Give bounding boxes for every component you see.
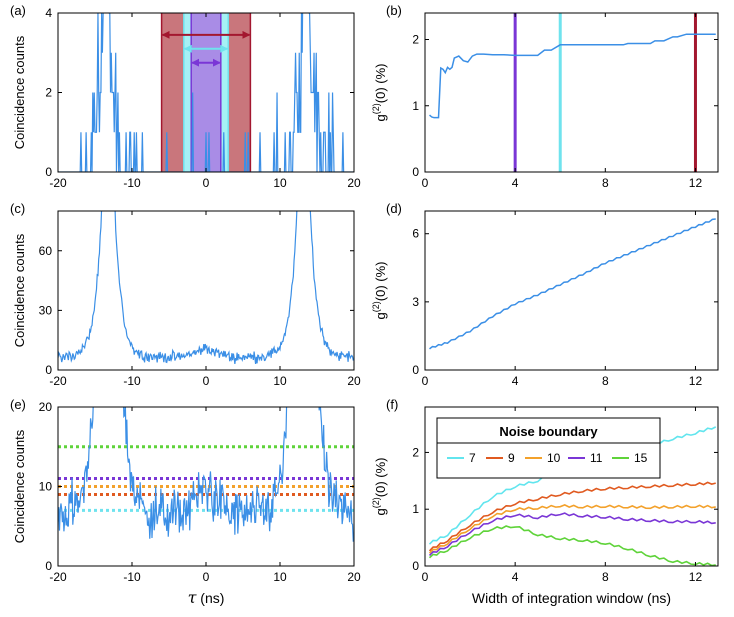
x-tick-label: 20 [347, 176, 361, 190]
legend: Noise boundary 7 9 10 11 15 [436, 417, 661, 479]
x-tick-label: 12 [689, 570, 703, 584]
x-tick-label: -20 [49, 570, 67, 584]
legend-entry-9: 9 [508, 451, 515, 465]
y-tick-label: 6 [412, 227, 419, 241]
legend-entry-7: 7 [469, 451, 476, 465]
y-tick-label: 30 [39, 303, 53, 317]
x-tick-label: 4 [512, 570, 519, 584]
x-tick-label: 12 [689, 374, 703, 388]
y-tick-label: 0 [45, 165, 52, 179]
x-tick-label: -20 [49, 176, 67, 190]
axes-c: -20 -10 0 10 20 0 30 60 (c) Coincidence counts [10, 201, 361, 388]
y-tick-label: 0 [45, 559, 52, 573]
accumulated-trace [58, 211, 354, 365]
axes-e: -20 -10 0 10 20 0 10 20 (e) Coincidence counts τ (… [10, 397, 361, 607]
x-tick-label: 4 [512, 176, 519, 190]
y-tick-label: 1 [412, 99, 419, 113]
coincidence-zoom-trace [58, 407, 354, 542]
x-tick-label: -20 [49, 374, 67, 388]
y-axis-label: g(2)(0) (%) [371, 262, 388, 320]
panel-label: (a) [10, 3, 26, 18]
y-tick-label: 2 [412, 445, 419, 459]
x-tick-label: -10 [123, 570, 141, 584]
y-axis-label: Coincidence counts [12, 233, 27, 347]
series-11-line [428, 512, 716, 557]
x-tick-label: 20 [347, 570, 361, 584]
series-9-line [428, 481, 716, 552]
x-tick-label: 0 [203, 570, 210, 584]
panel-label: (d) [386, 201, 402, 216]
y-tick-label: 10 [39, 480, 53, 494]
y-axis-label: g(2)(0) (%) [371, 458, 388, 516]
y-tick-label: 0 [412, 559, 419, 573]
plot-frame [424, 12, 719, 173]
legend-box [436, 417, 661, 479]
x-tick-label: 8 [602, 176, 609, 190]
series-10-line [428, 504, 716, 554]
x-tick-label: 0 [422, 570, 429, 584]
x-axis-label: Width of integration window (ns) [472, 590, 671, 606]
legend-entry-10: 10 [547, 451, 561, 465]
panel-label: (f) [386, 397, 398, 412]
x-tick-label: 0 [422, 176, 429, 190]
x-tick-label: 10 [273, 176, 287, 190]
legend-title: Noise boundary [499, 424, 598, 439]
y-tick-label: 20 [39, 400, 53, 414]
x-axis-label: τ (ns) [188, 588, 225, 607]
x-tick-label: 4 [512, 374, 519, 388]
series-15-line [428, 525, 716, 566]
x-tick-label: 0 [422, 374, 429, 388]
y-tick-label: 3 [412, 295, 419, 309]
plot-frame [424, 406, 719, 567]
y-tick-label: 4 [45, 6, 52, 20]
y-axis-label: g(2)(0) (%) [371, 64, 388, 122]
y-axis-label: Coincidence counts [12, 35, 27, 149]
x-tick-label: 20 [347, 374, 361, 388]
x-tick-label: 0 [203, 374, 210, 388]
panel-label: (c) [10, 201, 25, 216]
legend-entry-15: 15 [634, 451, 648, 465]
y-axis-label: Coincidence counts [12, 429, 27, 543]
axes-a: -20 -10 0 10 20 0 2 4 (a) Coincidence counts [10, 3, 361, 190]
coincidence-trace [58, 13, 354, 172]
y-tick-label: 0 [412, 165, 419, 179]
axes-d: 0 4 8 12 0 3 6 (d) [386, 201, 719, 388]
x-tick-label: 8 [602, 570, 609, 584]
g2-series-line [429, 33, 716, 119]
x-tick-label: 0 [203, 176, 210, 190]
y-tick-label: 1 [412, 502, 419, 516]
y-tick-label: 2 [412, 33, 419, 47]
y-tick-label: 60 [39, 244, 53, 258]
x-tick-label: -10 [123, 176, 141, 190]
y-tick-label: 0 [412, 363, 419, 377]
x-tick-label: 10 [273, 570, 287, 584]
y-tick-label: 2 [45, 86, 52, 100]
x-tick-label: 12 [689, 176, 703, 190]
x-tick-label: -10 [123, 374, 141, 388]
plot-frame [424, 210, 719, 371]
x-tick-label: 10 [273, 374, 287, 388]
panel-label: (b) [386, 3, 402, 18]
integration-windows [160, 13, 252, 172]
panel-label: (e) [10, 397, 26, 412]
g2-series-line [429, 218, 716, 350]
legend-entry-11: 11 [590, 451, 603, 465]
y-tick-label: 0 [45, 363, 52, 377]
x-tick-label: 8 [602, 374, 609, 388]
